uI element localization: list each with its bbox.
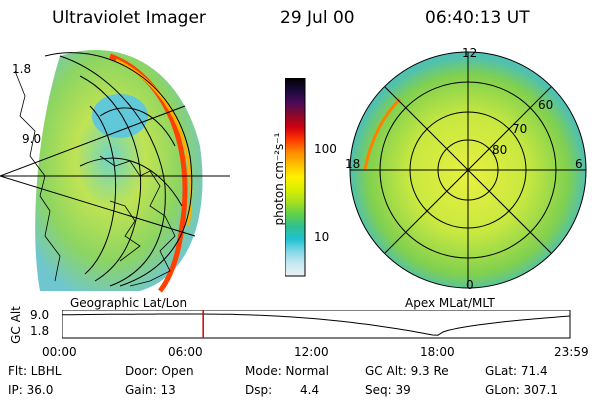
mlt-label-0: 0	[466, 278, 474, 292]
timeline-axis-label: GC Alt	[9, 306, 23, 344]
lat-label-1.8: 1.8	[12, 62, 32, 76]
status-filter: Flt: LBHL	[8, 364, 62, 378]
coastlines	[14, 70, 176, 287]
status-dsp-label: Dsp:	[245, 383, 273, 397]
timeline-xtick-2359: 23:59	[554, 345, 589, 359]
colorbar-unit-label: photon cm⁻²s⁻¹	[272, 132, 286, 226]
mlt-label-12: 12	[462, 46, 478, 60]
status-mode: Mode: Normal	[245, 364, 329, 378]
timeline-xtick-0000: 00:00	[42, 345, 77, 359]
timeline-xtick-1200: 12:00	[294, 345, 329, 359]
mlat-label-60: 60	[538, 98, 554, 112]
colorbar	[285, 78, 306, 277]
timeline-ytick-9.0: 9.0	[30, 308, 50, 322]
timeline-xtick-0600: 06:00	[168, 345, 203, 359]
polar-grid	[349, 51, 587, 289]
mlat-label-80: 80	[492, 143, 508, 157]
timeline-ytick-1.8: 1.8	[30, 324, 50, 338]
uv-emission-left	[35, 50, 203, 293]
altitude-curve	[62, 313, 571, 336]
date: 29 Jul 00	[280, 8, 355, 28]
status-gc-alt: GC Alt: 9.3 Re	[365, 364, 449, 378]
lat-lon-grid	[0, 52, 230, 287]
timeline-plot	[62, 310, 571, 339]
right-caption: Apex MLat/MLT	[405, 296, 495, 310]
status-glat: GLat: 71.4	[485, 364, 548, 378]
status-door: Door: Open	[125, 364, 194, 378]
title: Ultraviolet Imager	[52, 8, 206, 28]
status-gain: Gain: 13	[125, 383, 176, 397]
status-glon: GLon: 307.1	[485, 383, 558, 397]
mlat-label-70: 70	[512, 122, 528, 136]
lat-label-9.0: 9.0	[22, 132, 42, 146]
status-ip: IP: 36.0	[8, 383, 54, 397]
geographic-image	[0, 50, 230, 293]
time: 06:40:13 UT	[425, 8, 530, 28]
mlt-label-6: 6	[575, 157, 583, 171]
timeline-xtick-1800: 18:00	[420, 345, 455, 359]
status-seq: Seq: 39	[365, 383, 411, 397]
status-dsp-value: 4.4	[300, 383, 320, 397]
left-caption: Geographic Lat/Lon	[70, 296, 188, 310]
colorbar-tick-10: 10	[314, 230, 330, 244]
colorbar-tick-100: 100	[314, 142, 337, 156]
polar-plot	[349, 51, 587, 289]
mlt-label-18: 18	[345, 157, 361, 171]
